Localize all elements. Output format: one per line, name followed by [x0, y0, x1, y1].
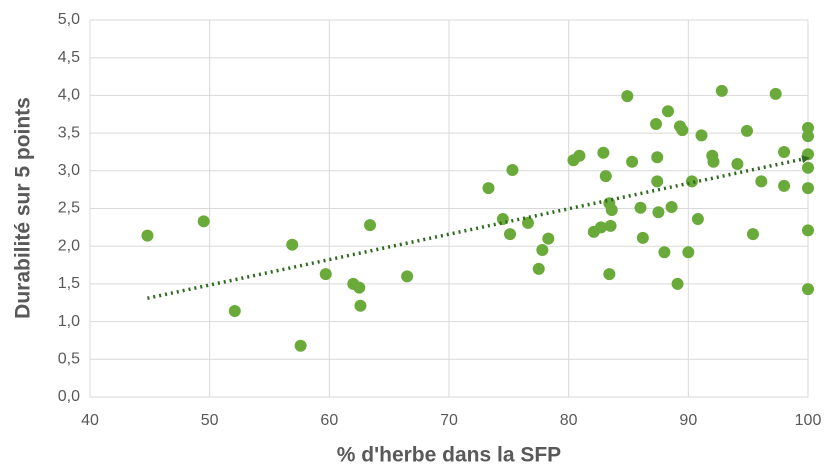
point: [802, 148, 814, 161]
point: [504, 228, 517, 241]
point: [665, 200, 678, 213]
point: [536, 243, 549, 256]
x-tick-label: 70: [440, 412, 458, 429]
point: [604, 219, 617, 232]
point: [755, 175, 768, 188]
y-tick-label: 5,0: [58, 11, 80, 28]
point: [141, 229, 154, 242]
point: [597, 146, 610, 159]
trendline: [147, 155, 810, 300]
point: [634, 201, 647, 214]
point: [802, 130, 814, 143]
x-tick-label: 60: [320, 412, 338, 429]
point: [651, 151, 664, 164]
point: [769, 87, 782, 100]
x-tick-label: 50: [201, 412, 219, 429]
point: [228, 305, 241, 318]
point: [294, 339, 307, 352]
point: [802, 182, 814, 195]
point: [651, 175, 664, 188]
point: [621, 90, 634, 103]
point: [685, 175, 698, 188]
x-tick-label: 40: [81, 412, 99, 429]
y-axis-title: Durabilité sur 5 points: [12, 97, 35, 319]
point: [682, 246, 695, 259]
point: [197, 215, 210, 228]
point: [364, 219, 377, 232]
y-tick-label: 1,5: [58, 275, 80, 292]
point: [731, 158, 744, 171]
point: [658, 246, 671, 259]
point: [715, 84, 728, 97]
y-tick-label: 1,0: [58, 313, 80, 330]
point: [652, 206, 665, 219]
point: [636, 231, 649, 244]
point: [676, 124, 689, 137]
x-tick-label: 80: [560, 412, 578, 429]
point: [573, 149, 586, 162]
point: [740, 124, 753, 137]
y-tick-label: 0,0: [58, 388, 80, 405]
x-tick-label: 100: [795, 412, 822, 429]
y-tick-label: 0,5: [58, 351, 80, 368]
point: [319, 268, 332, 281]
point: [778, 145, 791, 158]
point: [482, 182, 495, 195]
point: [802, 283, 814, 296]
y-tick-label: 4,0: [58, 87, 80, 104]
x-axis-title: % d'herbe dans la SFP: [337, 444, 561, 467]
point: [542, 232, 555, 245]
point: [599, 170, 612, 183]
point: [707, 155, 720, 168]
point: [286, 238, 299, 251]
y-tick-label: 2,5: [58, 200, 80, 217]
y-tick-label: 4,5: [58, 49, 80, 66]
point: [353, 281, 366, 294]
point: [401, 270, 414, 283]
point: [506, 164, 519, 177]
point: [695, 129, 708, 142]
point: [626, 155, 639, 168]
x-tick-label: 90: [679, 412, 697, 429]
point: [802, 224, 814, 237]
y-tick-label: 2,0: [58, 237, 80, 254]
point: [778, 179, 791, 192]
point: [661, 105, 674, 118]
point: [650, 118, 663, 131]
y-tick-label: 3,5: [58, 124, 80, 141]
point: [532, 262, 545, 275]
point: [802, 161, 814, 174]
point: [671, 277, 684, 290]
point: [354, 299, 367, 312]
point: [603, 268, 616, 281]
point: [691, 213, 704, 226]
y-tick-label: 3,0: [58, 162, 80, 179]
point: [605, 204, 618, 217]
point: [746, 228, 759, 241]
point: [802, 121, 814, 134]
point: [594, 221, 607, 234]
